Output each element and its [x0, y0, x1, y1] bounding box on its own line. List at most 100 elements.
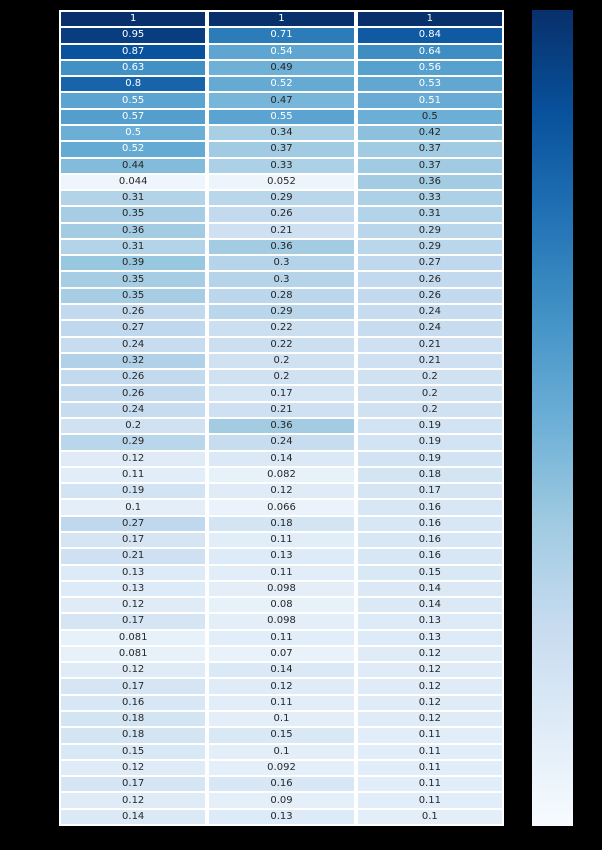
- heatmap-cell: 0.16: [209, 777, 354, 792]
- heatmap-cell: 0.34: [209, 125, 354, 141]
- heatmap-cell: 0.54: [209, 44, 354, 59]
- heatmap-cell: 0.36: [357, 174, 502, 190]
- heatmap-cell: 0.31: [61, 191, 206, 206]
- heatmap-cell: 0.11: [209, 532, 354, 548]
- heatmap-cell: 0.24: [61, 402, 206, 417]
- heatmap-cell: 0.21: [357, 337, 502, 352]
- heatmap-cell: 0.29: [209, 191, 354, 206]
- heatmap-cell: 0.17: [61, 532, 206, 548]
- heatmap-cell: 0.12: [357, 712, 502, 727]
- heatmap-cell: 0.2: [209, 353, 354, 369]
- heatmap-cell: 0.95: [61, 28, 206, 43]
- heatmap-cell: 0.14: [61, 809, 206, 824]
- heatmap-cell: 0.52: [209, 77, 354, 92]
- heatmap-cell: 0.13: [61, 581, 206, 597]
- heatmap-cell: 0.56: [357, 60, 502, 76]
- heatmap-cell: 0.5: [61, 125, 206, 141]
- heatmap-cell: 0.11: [61, 467, 206, 483]
- heatmap-cell: 0.27: [357, 256, 502, 271]
- heatmap-cell: 0.44: [61, 158, 206, 173]
- heatmap-cell: 0.5: [357, 109, 502, 124]
- heatmap-cell: 1: [357, 12, 502, 27]
- heatmap-cell: 0.32: [61, 353, 206, 369]
- heatmap-cell: 1: [61, 12, 206, 27]
- heatmap-cell: 0.13: [357, 614, 502, 629]
- heatmap-cell: 0.24: [357, 321, 502, 336]
- heatmap-cell: 0.36: [209, 239, 354, 255]
- heatmap-cell: 0.19: [357, 451, 502, 466]
- heatmap-cell: 0.17: [61, 679, 206, 694]
- heatmap-cell: 0.14: [357, 581, 502, 597]
- heatmap-cell: 0.1: [209, 712, 354, 727]
- heatmap-cell: 0.27: [61, 516, 206, 531]
- heatmap-cell: 0.28: [209, 288, 354, 304]
- heatmap-cell: 0.16: [61, 695, 206, 711]
- heatmap-cell: 0.12: [357, 679, 502, 694]
- heatmap-cell: 0.84: [357, 28, 502, 43]
- colorbar: [532, 10, 573, 826]
- heatmap-cell: 0.16: [357, 516, 502, 531]
- heatmap-cell: 0.35: [61, 272, 206, 287]
- heatmap-cell: 0.26: [61, 386, 206, 401]
- heatmap-cell: 0.27: [61, 321, 206, 336]
- heatmap-cell: 0.26: [61, 370, 206, 385]
- heatmap-cell: 0.49: [209, 60, 354, 76]
- heatmap-cell: 0.64: [357, 44, 502, 59]
- heatmap-cell: 0.29: [357, 223, 502, 238]
- heatmap-cell: 0.29: [209, 305, 354, 320]
- heatmap-cell: 0.19: [357, 418, 502, 434]
- heatmap-cell: 0.12: [61, 451, 206, 466]
- heatmap-cell: 0.12: [357, 663, 502, 678]
- heatmap-cell: 0.19: [61, 484, 206, 499]
- heatmap-cell: 0.29: [61, 435, 206, 450]
- heatmap-cell: 0.12: [209, 679, 354, 694]
- heatmap-cell: 0.42: [357, 125, 502, 141]
- heatmap-cell: 0.1: [209, 744, 354, 759]
- heatmap-cell: 0.12: [209, 484, 354, 499]
- heatmap-cell: 0.24: [357, 305, 502, 320]
- heatmap-cell: 0.098: [209, 614, 354, 629]
- heatmap-cell: 0.37: [357, 142, 502, 157]
- heatmap-cell: 0.14: [209, 451, 354, 466]
- heatmap-cell: 0.092: [209, 760, 354, 776]
- heatmap-cell: 0.098: [209, 581, 354, 597]
- heatmap-cell: 0.13: [357, 630, 502, 645]
- heatmap-cell: 0.57: [61, 109, 206, 124]
- heatmap-cell: 0.2: [61, 418, 206, 434]
- heatmap-cell: 0.07: [209, 646, 354, 662]
- heatmap-cell: 0.12: [61, 793, 206, 808]
- heatmap-cell: 0.3: [209, 256, 354, 271]
- heatmap-cell: 0.37: [357, 158, 502, 173]
- heatmap-cell: 0.22: [209, 321, 354, 336]
- heatmap-cell: 0.26: [357, 272, 502, 287]
- heatmap-cell: 0.066: [209, 500, 354, 515]
- heatmap-grid: 1 1 1 0.95 0.71 0.84 0.87 0.54 0.64 0.63 0.49 0.56 0…: [59, 10, 504, 826]
- heatmap-cell: 0.11: [357, 728, 502, 743]
- heatmap-cell: 0.26: [209, 207, 354, 222]
- heatmap-cell: 0.11: [209, 695, 354, 711]
- heatmap-cell: 0.29: [357, 239, 502, 255]
- heatmap-cell: 0.17: [209, 386, 354, 401]
- heatmap-cell: 0.36: [61, 223, 206, 238]
- heatmap-cell: 0.2: [357, 386, 502, 401]
- heatmap-cell: 0.21: [209, 402, 354, 417]
- heatmap-cell: 0.2: [357, 370, 502, 385]
- heatmap-cell: 0.13: [209, 809, 354, 824]
- heatmap-cell: 0.21: [357, 353, 502, 369]
- heatmap-cell: 0.8: [61, 77, 206, 92]
- heatmap-cell: 0.35: [61, 288, 206, 304]
- heatmap-cell: 0.11: [357, 777, 502, 792]
- heatmap-cell: 0.33: [209, 158, 354, 173]
- heatmap-cell: 0.12: [357, 646, 502, 662]
- heatmap-cell: 0.12: [61, 598, 206, 613]
- heatmap-cell: 0.16: [357, 549, 502, 564]
- heatmap-cell: 0.15: [357, 565, 502, 580]
- heatmap-cell: 0.12: [357, 695, 502, 711]
- heatmap-cell: 0.12: [61, 663, 206, 678]
- heatmap-cell: 0.11: [209, 630, 354, 645]
- heatmap-cell: 0.081: [61, 646, 206, 662]
- heatmap-cell: 0.21: [61, 549, 206, 564]
- heatmap-cell: 0.53: [357, 77, 502, 92]
- heatmap-cell: 0.37: [209, 142, 354, 157]
- heatmap-cell: 0.18: [61, 712, 206, 727]
